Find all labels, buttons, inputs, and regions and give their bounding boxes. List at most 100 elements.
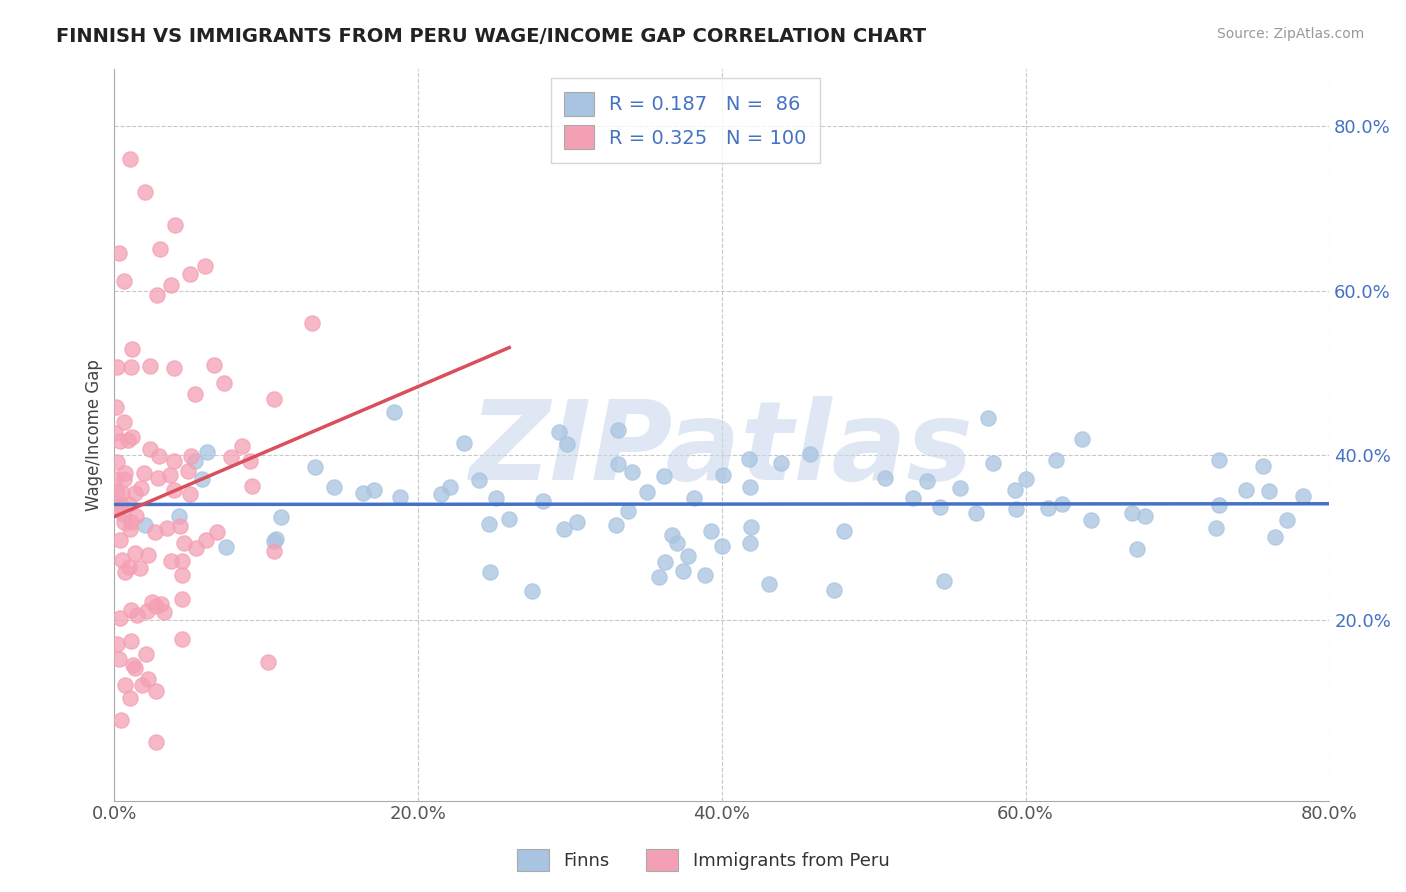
Point bbox=[172, 554, 194, 568]
Point bbox=[1004, 483, 1026, 497]
Point bbox=[169, 519, 191, 533]
Point bbox=[121, 430, 143, 444]
Point bbox=[195, 444, 218, 458]
Point bbox=[769, 457, 792, 471]
Point bbox=[1208, 452, 1230, 467]
Point bbox=[832, 524, 855, 539]
Point bbox=[114, 467, 136, 481]
Point bbox=[740, 536, 762, 550]
Point bbox=[389, 490, 412, 504]
Point bbox=[118, 560, 141, 574]
Point bbox=[977, 410, 1000, 425]
Point bbox=[160, 277, 183, 292]
Point bbox=[240, 479, 263, 493]
Point bbox=[108, 245, 131, 260]
Point bbox=[184, 387, 207, 401]
Point bbox=[257, 655, 280, 669]
Point bbox=[932, 574, 955, 588]
Point bbox=[498, 512, 520, 526]
Point bbox=[159, 554, 181, 568]
Point bbox=[1234, 483, 1257, 497]
Point bbox=[1264, 530, 1286, 544]
Point bbox=[468, 473, 491, 487]
Point bbox=[136, 604, 159, 618]
Point bbox=[607, 423, 630, 437]
Point bbox=[120, 359, 142, 374]
Point bbox=[136, 549, 159, 563]
Point bbox=[135, 647, 157, 661]
Point bbox=[382, 405, 405, 419]
Point bbox=[145, 599, 167, 613]
Point bbox=[1275, 513, 1298, 527]
Point bbox=[131, 678, 153, 692]
Point bbox=[485, 491, 508, 505]
Point bbox=[478, 516, 501, 531]
Point bbox=[264, 532, 287, 546]
Point bbox=[738, 480, 761, 494]
Point bbox=[139, 442, 162, 456]
Point bbox=[105, 400, 128, 414]
Point bbox=[676, 549, 699, 564]
Legend: Finns, Immigrants from Peru: Finns, Immigrants from Peru bbox=[509, 842, 897, 879]
Point bbox=[111, 486, 134, 500]
Point bbox=[124, 546, 146, 560]
Text: Source: ZipAtlas.com: Source: ZipAtlas.com bbox=[1216, 27, 1364, 41]
Point bbox=[117, 433, 139, 447]
Point bbox=[105, 484, 128, 499]
Point bbox=[263, 392, 285, 407]
Point bbox=[304, 459, 326, 474]
Point bbox=[141, 595, 163, 609]
Point bbox=[738, 452, 761, 467]
Point bbox=[105, 637, 128, 651]
Point bbox=[110, 434, 132, 448]
Point bbox=[129, 561, 152, 575]
Point bbox=[183, 454, 205, 468]
Point bbox=[1045, 453, 1067, 467]
Point bbox=[167, 509, 190, 524]
Point bbox=[108, 611, 131, 625]
Point bbox=[799, 447, 821, 461]
Point bbox=[439, 480, 461, 494]
Point bbox=[149, 243, 172, 257]
Point bbox=[548, 425, 571, 439]
Point bbox=[134, 517, 156, 532]
Point bbox=[205, 524, 228, 539]
Point bbox=[352, 486, 374, 500]
Point bbox=[710, 539, 733, 553]
Point bbox=[145, 734, 167, 748]
Point bbox=[179, 487, 201, 501]
Point bbox=[111, 553, 134, 567]
Point bbox=[159, 467, 181, 482]
Point bbox=[1015, 472, 1038, 486]
Point bbox=[170, 567, 193, 582]
Point bbox=[652, 468, 675, 483]
Point bbox=[153, 606, 176, 620]
Point bbox=[1125, 541, 1147, 556]
Point bbox=[758, 576, 780, 591]
Point bbox=[1133, 509, 1156, 524]
Point bbox=[212, 376, 235, 390]
Point bbox=[915, 474, 938, 488]
Point bbox=[179, 267, 201, 281]
Point bbox=[107, 503, 129, 517]
Point bbox=[1251, 459, 1274, 474]
Point bbox=[134, 185, 156, 199]
Point bbox=[112, 415, 135, 429]
Point bbox=[567, 516, 589, 530]
Point bbox=[156, 521, 179, 535]
Point bbox=[270, 509, 292, 524]
Point bbox=[1050, 497, 1073, 511]
Point bbox=[120, 515, 142, 529]
Point bbox=[125, 508, 148, 523]
Point bbox=[363, 483, 385, 497]
Point bbox=[170, 632, 193, 646]
Point bbox=[170, 591, 193, 606]
Point bbox=[149, 597, 172, 611]
Point bbox=[263, 544, 285, 558]
Point bbox=[1038, 501, 1060, 516]
Point bbox=[163, 360, 186, 375]
Point bbox=[693, 567, 716, 582]
Point bbox=[231, 439, 253, 453]
Text: FINNISH VS IMMIGRANTS FROM PERU WAGE/INCOME GAP CORRELATION CHART: FINNISH VS IMMIGRANTS FROM PERU WAGE/INC… bbox=[56, 27, 927, 45]
Point bbox=[607, 457, 630, 471]
